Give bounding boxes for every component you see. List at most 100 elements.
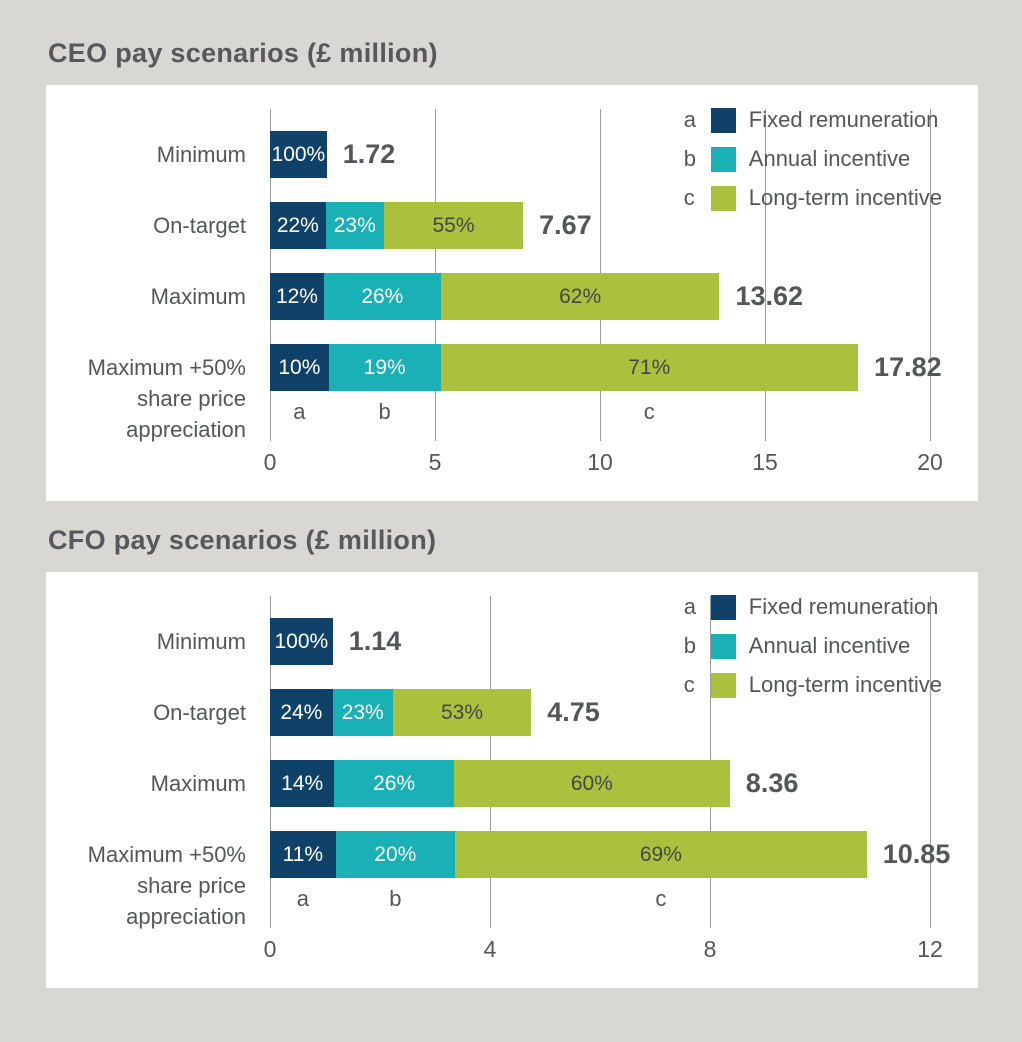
segment-percent-label: 100% <box>274 629 329 653</box>
category-label-line: share price <box>137 873 246 898</box>
legend-item: b Annual incentive <box>684 633 942 659</box>
x-tick-label: 0 <box>263 936 277 962</box>
segment-percent-label: 23% <box>341 700 384 724</box>
bar-segment-a: 22% <box>270 202 326 249</box>
segment-percent-label: 26% <box>373 771 416 795</box>
category-label-line: Maximum <box>150 284 246 309</box>
category-label-line: Maximum +50% <box>87 842 246 867</box>
bar-segment-a: 24% <box>270 689 333 736</box>
legend-label: Long-term incentive <box>748 672 942 697</box>
category-label-line: On-target <box>153 700 246 725</box>
segment-percent-label: 26% <box>361 284 404 308</box>
segment-percent-label: 23% <box>333 213 376 237</box>
segment-percent-label: 12% <box>275 284 318 308</box>
bar-segment-b: 20% <box>335 831 455 878</box>
series-letter-c: c <box>643 399 655 424</box>
grid-line <box>930 109 931 441</box>
x-tick-label: 8 <box>703 936 717 962</box>
bar-segment-b: 26% <box>334 760 454 807</box>
segment-percent-label: 60% <box>570 771 613 795</box>
bar-total-label: 4.75 <box>547 697 600 727</box>
category-label-line: Minimum <box>156 629 246 654</box>
bar-segment-b: 19% <box>328 344 441 391</box>
legend-item: c Long-term incentive <box>684 672 942 698</box>
legend-item: a Fixed remuneration <box>684 107 942 133</box>
x-tick-label: 4 <box>483 936 497 962</box>
category-label: Minimum <box>46 626 246 657</box>
grid-line <box>765 109 766 441</box>
x-tick-label: 15 <box>752 449 778 475</box>
legend: a Fixed remuneration b Annual incentive c Lon… <box>684 594 942 711</box>
ceo-chart-section: CEO pay scenarios (£ million) Minimum 100… <box>46 38 978 501</box>
cfo-chart-panel: Minimum 100% 1.14 On-target 24% 23% 53% 4.75 Max… <box>46 572 978 988</box>
bar-segment-c: 62% <box>440 273 720 320</box>
segment-percent-label: 19% <box>363 355 406 379</box>
cfo-chart: Minimum 100% 1.14 On-target 24% 23% 53% 4.75 Max… <box>46 572 978 988</box>
legend-label: Annual incentive <box>748 633 911 658</box>
category-label-line: Minimum <box>156 142 246 167</box>
page: CEO pay scenarios (£ million) Minimum 100… <box>46 38 978 988</box>
bar-total-label: 1.72 <box>342 139 396 169</box>
bar-segment-a: 100% <box>270 131 327 178</box>
legend-label: Fixed remuneration <box>748 107 939 132</box>
category-label: Minimum <box>46 139 246 170</box>
legend-label: Long-term incentive <box>748 185 942 210</box>
category-label: On-target <box>46 210 246 241</box>
legend-swatch-a <box>710 107 736 133</box>
segment-percent-label: 71% <box>628 355 671 379</box>
legend-swatch-b <box>710 633 736 659</box>
bar-total-label: 13.62 <box>735 281 804 311</box>
segment-percent-label: 55% <box>432 213 475 237</box>
category-label-line: appreciation <box>126 904 246 929</box>
legend-swatch-b <box>710 146 736 172</box>
series-letter-a: a <box>293 399 306 424</box>
legend-key-letter: c <box>683 185 695 210</box>
legend-key-letter: a <box>683 594 697 619</box>
bar-segment-c: 71% <box>440 344 859 391</box>
bar-segment-c: 60% <box>453 760 730 807</box>
x-tick-label: 0 <box>263 449 277 475</box>
bar-segment-a: 12% <box>270 273 324 320</box>
series-letter-b: b <box>389 886 402 911</box>
cfo-chart-title: CFO pay scenarios (£ million) <box>48 525 437 555</box>
category-label: Maximum +50% share price appreciation <box>46 352 246 445</box>
segment-percent-label: 10% <box>278 355 321 379</box>
category-label-line: On-target <box>153 213 246 238</box>
bar-segment-c: 55% <box>383 202 524 249</box>
bar-segment-a: 10% <box>270 344 329 391</box>
legend-swatch-c <box>710 672 736 698</box>
legend-item: b Annual incentive <box>684 146 942 172</box>
bar-total-label: 1.14 <box>348 626 402 656</box>
bar-segment-a: 14% <box>270 760 335 807</box>
bar-segment-b: 23% <box>332 689 393 736</box>
segment-percent-label: 24% <box>280 700 323 724</box>
cfo-chart-section: CFO pay scenarios (£ million) Minimum 100… <box>46 525 978 988</box>
bar-segment-c: 53% <box>392 689 532 736</box>
x-tick-label: 10 <box>587 449 613 475</box>
bar-total-label: 7.67 <box>539 210 592 240</box>
legend: a Fixed remuneration b Annual incentive c Lon… <box>684 107 942 224</box>
bar-segment-b: 26% <box>323 273 441 320</box>
ceo-chart-title: CEO pay scenarios (£ million) <box>48 38 438 68</box>
series-letter-b: b <box>378 399 391 424</box>
bar-segment-c: 69% <box>454 831 867 878</box>
legend-swatch-c <box>710 185 736 211</box>
category-label: Maximum <box>46 768 246 799</box>
category-label-line: share price <box>137 386 246 411</box>
category-label: Maximum +50% share price appreciation <box>46 839 246 932</box>
x-tick-label: 5 <box>428 449 442 475</box>
legend-label: Fixed remuneration <box>748 594 939 619</box>
bar-segment-a: 100% <box>270 618 333 665</box>
category-label-line: appreciation <box>126 417 246 442</box>
series-letter-a: a <box>296 886 309 911</box>
category-label-line: Maximum +50% <box>87 355 246 380</box>
series-letter-c: c <box>655 886 667 911</box>
segment-percent-label: 53% <box>440 700 484 724</box>
legend-key-letter: a <box>683 107 697 132</box>
segment-percent-label: 20% <box>374 842 417 866</box>
bar-total-label: 8.36 <box>745 768 799 798</box>
segment-percent-label: 100% <box>271 142 326 166</box>
segment-percent-label: 69% <box>639 842 682 866</box>
legend-key-letter: b <box>683 633 697 658</box>
legend-swatch-a <box>710 594 736 620</box>
